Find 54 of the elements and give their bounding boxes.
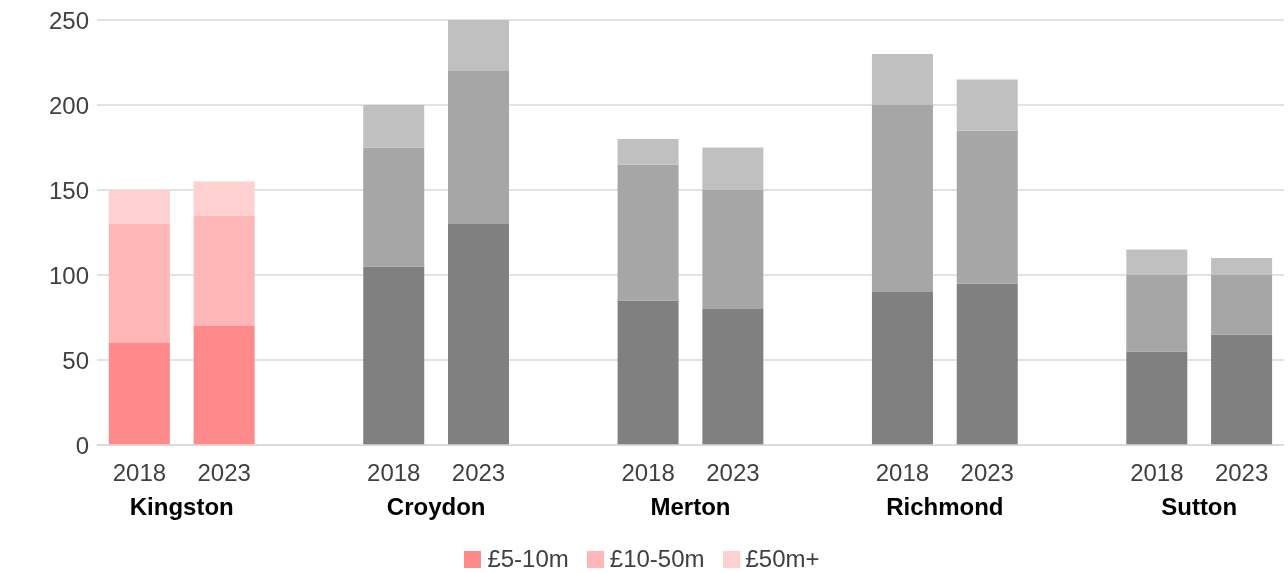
bar [363, 147, 425, 267]
y-tick-label: 250 [48, 6, 89, 34]
bar [1211, 275, 1273, 335]
x-tick-label: 2023 [197, 459, 251, 486]
legend-label: £50m+ [745, 545, 820, 573]
bar [871, 54, 933, 105]
x-tick-label: 2018 [875, 459, 930, 486]
bar [1211, 258, 1273, 275]
y-tick-label: 0 [75, 431, 89, 459]
x-tick-label: 2018 [112, 459, 167, 486]
y-tick-label: 50 [62, 346, 89, 374]
bar [617, 164, 679, 301]
y-tick-label: 150 [48, 176, 89, 204]
bar [1211, 334, 1273, 445]
x-tick-label: 2023 [1214, 459, 1269, 486]
x-tick-label: 2023 [960, 459, 1014, 486]
bar [1126, 351, 1188, 445]
x-tick-label: 2018 [367, 459, 421, 486]
bar [702, 190, 764, 309]
bar [448, 71, 510, 224]
text: Merton [650, 493, 731, 520]
bar [617, 139, 679, 165]
bar [363, 266, 425, 445]
x-tick-label: 2018 [1130, 459, 1184, 486]
bar [956, 130, 1018, 284]
text: Sutton [1161, 493, 1238, 520]
bar [448, 20, 510, 71]
bar [108, 224, 170, 343]
x-tick-label: 2023 [706, 459, 760, 486]
bar [702, 309, 764, 445]
legend-label: £5-10m [487, 545, 569, 573]
x-tick-label: 2018 [621, 459, 675, 486]
y-tick-label: 200 [48, 91, 89, 119]
bar [1126, 275, 1188, 352]
text: Richmond [886, 493, 1004, 520]
bar [956, 283, 1018, 445]
bar [193, 326, 255, 445]
bar [193, 181, 255, 216]
bar [871, 292, 933, 445]
bar [448, 224, 510, 445]
legend-label: £10-50m [609, 545, 705, 573]
bar [956, 79, 1018, 131]
bar [108, 190, 170, 224]
bar [617, 300, 679, 445]
x-tick-label: 2023 [451, 459, 506, 486]
bar [1126, 249, 1188, 275]
bar [193, 215, 255, 326]
y-tick-label: 100 [48, 261, 89, 289]
text: Croydon [386, 493, 486, 520]
bar [108, 343, 170, 445]
bar [871, 105, 933, 292]
bar [363, 105, 425, 148]
text: Kingston [129, 493, 234, 520]
bar [702, 147, 764, 190]
